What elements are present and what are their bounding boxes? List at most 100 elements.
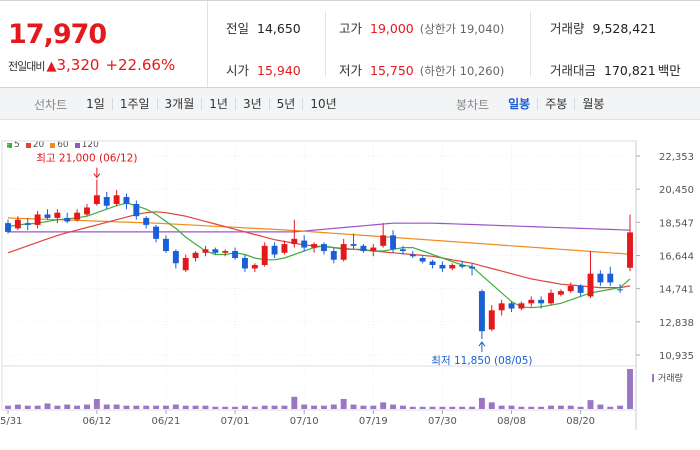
volume-bar	[212, 406, 219, 409]
volume-bar	[439, 406, 446, 409]
lower-limit: (하한가 10,260)	[419, 64, 505, 78]
candle-body	[241, 258, 248, 269]
ma120-line	[8, 222, 631, 233]
volume-bar	[123, 405, 130, 409]
candle-body	[340, 244, 347, 260]
volume-bar	[74, 405, 81, 409]
y-tick-label: 12,838	[659, 318, 694, 329]
candle-body	[163, 238, 169, 252]
volume-bar	[459, 406, 466, 409]
ma20-line	[7, 211, 631, 289]
volume-bar	[34, 405, 41, 409]
candle-body	[202, 249, 209, 253]
price-summary-panel: 17,970 전일대비 ▲3,320 +22.66% 전일 14,650 고가 19,0…	[0, 0, 700, 88]
prev-close-value: 14,650	[257, 21, 301, 36]
candle-body	[390, 235, 397, 250]
candle-body	[320, 244, 327, 252]
volume-bar	[232, 406, 239, 409]
candle-body	[14, 219, 21, 229]
volume-bar	[172, 404, 179, 409]
volume-bar	[597, 404, 604, 409]
volume-bar	[488, 402, 495, 409]
volume-bar	[163, 405, 169, 409]
volume-bar	[518, 406, 525, 409]
tab-3y[interactable]: 3년	[234, 98, 269, 110]
candle-body	[459, 264, 466, 267]
volume-value: 9,528,421	[592, 21, 657, 36]
candle-body	[281, 244, 288, 253]
volume-bar	[409, 406, 416, 409]
candle-body	[330, 251, 337, 260]
tab-5y[interactable]: 5년	[268, 98, 303, 110]
volume-bar	[380, 402, 387, 409]
candle-body	[133, 203, 140, 217]
volume-bar	[143, 405, 150, 409]
volume-bar	[113, 404, 120, 409]
volume-bar	[340, 399, 347, 409]
compare-label: 전일대비	[8, 60, 45, 73]
candle-body	[84, 207, 90, 215]
candle-body	[518, 303, 525, 309]
candle-body	[103, 197, 110, 206]
x-tick-label: 07/01	[221, 416, 250, 427]
candle-body	[370, 247, 377, 252]
volume-bar	[241, 405, 248, 409]
low-value: 15,750	[370, 63, 414, 78]
volume-bar	[251, 406, 258, 409]
tab-3m[interactable]: 3개월	[156, 98, 202, 110]
candle-body	[153, 226, 160, 239]
x-tick-label: 08/08	[497, 416, 526, 427]
volume-bar	[429, 406, 436, 409]
candle-body	[172, 251, 179, 264]
volume-bar	[202, 405, 209, 409]
tab-daily[interactable]: 일봉	[508, 97, 531, 111]
candle-body	[380, 235, 387, 246]
tab-10y[interactable]: 10년	[302, 98, 343, 110]
tab-weekly[interactable]: 주봉	[537, 98, 574, 110]
candle-body	[478, 291, 485, 332]
volume-bar	[577, 406, 584, 409]
volume-bar	[567, 405, 574, 409]
legend-item-ma20: 20	[25, 140, 44, 150]
high-label: 고가	[339, 21, 363, 36]
volume-bar	[320, 405, 327, 409]
tab-1w[interactable]: 1주일	[111, 98, 157, 110]
trade-value: 170,821	[604, 63, 656, 78]
volume-bar	[557, 405, 564, 409]
candle-body	[508, 303, 515, 309]
volume-bar	[261, 405, 268, 409]
candle-body	[291, 238, 298, 245]
chart-tab-bar: 선차트 1일 1주일 3개월 1년 3년 5년 10년 봉차트 일봉 주봉 월봉	[0, 88, 700, 120]
chart-legend: 5 20 60 120	[7, 140, 99, 150]
volume-bar	[93, 399, 100, 409]
volume-bar	[301, 404, 308, 409]
candle-body	[311, 244, 318, 248]
candle-body	[627, 232, 633, 268]
candle-body	[617, 289, 624, 291]
tab-monthly[interactable]: 월봉	[574, 98, 611, 110]
candle-body	[360, 245, 367, 252]
candle-body	[44, 214, 51, 218]
volume-bar	[153, 405, 160, 409]
ma5-line	[7, 202, 631, 309]
volume-bar	[508, 405, 515, 409]
tab-1d[interactable]: 1일	[86, 97, 105, 111]
tab-1y[interactable]: 1년	[201, 98, 235, 110]
volume-bar	[478, 397, 485, 409]
volume-bar	[222, 406, 229, 409]
open-label: 시가	[226, 63, 250, 78]
candle-body	[548, 292, 554, 304]
candle-body	[557, 291, 564, 295]
low-stat: 저가 15,750 (하한가 10,260)	[339, 60, 504, 79]
volume-bar	[548, 405, 554, 409]
y-tick-label: 20,450	[659, 185, 694, 196]
change-line: 전일대비 ▲3,320 +22.66%	[8, 56, 175, 74]
volume-bar	[399, 405, 406, 409]
candle-body	[271, 245, 278, 255]
candle-body	[261, 245, 268, 265]
volume-bar	[271, 405, 278, 409]
volume-bar	[311, 405, 318, 409]
candle-body	[409, 254, 416, 257]
candle-body	[123, 197, 130, 204]
